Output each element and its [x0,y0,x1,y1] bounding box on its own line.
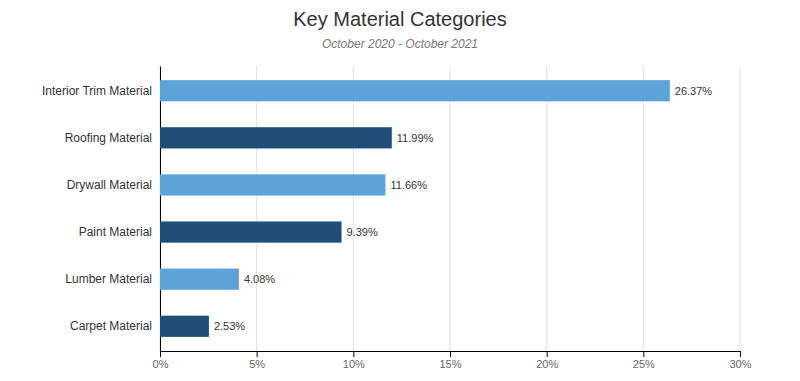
y-tick-label: Lumber Material [65,272,152,286]
x-tick-label: 0% [153,358,169,370]
y-axis-line [160,67,161,352]
grid-line [546,66,547,351]
x-tick: 15% [439,351,461,370]
title: Key Material Categories [293,8,506,30]
y-tick: Roofing Material [65,131,160,145]
grid-line [256,66,257,351]
y-tick-label: Roofing Material [65,131,152,145]
x-axis: 0% 5% 10% 15% 20% 25% 30% [153,351,752,370]
x-tick-label: 10% [343,358,365,370]
x-tick-label: 20% [536,358,558,370]
x-tick: 10% [343,351,365,370]
data-label: 4.08% [244,273,275,285]
data-label: 26.37% [675,85,713,97]
y-axis: Carpet Material Lumber Material Paint Mate… [42,67,161,352]
data-label: 2.53% [214,320,245,332]
x-tick-label: 15% [439,358,461,370]
x-tick-mark [547,351,548,357]
plot: 0% 5% 10% 15% 20% 25% 30% Carpet Material Lumber… [42,66,752,370]
x-tick: 0% [153,351,169,370]
grid-line [643,66,644,351]
grid-line [353,66,354,351]
x-tick: 30% [729,351,751,370]
x-tick-mark [740,351,741,357]
y-tick-label: Paint Material [79,225,152,239]
data-label: 9.39% [347,226,378,238]
data-labels: 2.53% 4.08% 9.39% 11.66% 11.99% 26.37% [214,85,712,333]
x-tick: 5% [249,351,265,370]
data-label: 11.99% [397,132,434,144]
grid [160,66,740,351]
x-tick-mark [643,351,644,357]
y-tick-label: Interior Trim Material [42,84,152,98]
x-tick-label: 5% [249,358,265,370]
bar [160,316,209,337]
y-tick: Drywall Material [67,178,160,192]
x-tick-label: 25% [633,358,655,370]
grid-line [450,66,451,351]
y-tick: Interior Trim Material [42,84,160,98]
y-tick: Carpet Material [70,319,160,333]
data-label: 11.66% [390,179,427,191]
x-tick-label: 30% [729,358,751,370]
grid-line [740,66,741,351]
bar [160,80,670,101]
subtitle: October 2020 - October 2021 [322,37,478,51]
y-tick: Lumber Material [65,272,160,286]
x-tick-mark [160,351,161,357]
x-axis-line [161,352,741,358]
grid-line [160,66,161,351]
bar [160,127,392,148]
x-tick: 25% [633,351,655,370]
chart: Key Material Categories October 2020 - Oc… [0,0,800,381]
bar [160,269,239,290]
x-tick-mark [257,351,258,357]
y-tick: Paint Material [79,225,160,239]
x-tick: 20% [536,351,558,370]
y-tick-label: Drywall Material [67,178,152,192]
bar [160,221,342,242]
y-tick-label: Carpet Material [70,319,152,333]
bars [160,80,670,337]
x-tick-mark [450,351,451,357]
bar [160,174,385,195]
x-tick-mark [353,351,354,357]
